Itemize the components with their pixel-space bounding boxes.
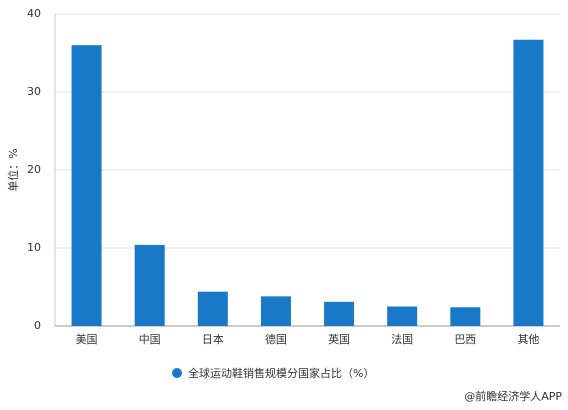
y-axis-label: 单位：% [6,148,20,191]
x-tick-label: 巴西 [454,333,476,346]
y-tick-label: 20 [27,163,41,176]
x-tick-label: 法国 [391,332,413,346]
bar [71,45,102,326]
y-tick-label: 10 [27,241,41,254]
bar [197,291,228,326]
footer: @前瞻经济学人APP [464,389,562,403]
x-tick-label: 英国 [328,332,350,346]
legend-marker [172,368,182,378]
bar [387,306,418,326]
legend-label: 全球运动鞋销售规模分国家占比（%） [188,366,374,380]
y-tick-label: 40 [27,7,41,20]
x-tick-label: 美国 [76,333,98,346]
y-tick-label: 30 [27,85,41,98]
x-tick-label: 德国 [265,332,287,346]
bar [260,296,291,326]
x-tick-label: 日本 [202,332,224,346]
x-tick-label: 中国 [139,333,161,346]
bar [513,39,544,327]
x-tick-label: 其他 [517,333,539,346]
bar [134,244,165,326]
bar [324,301,355,326]
y-tick-label: 0 [34,319,41,332]
bar [450,307,481,326]
